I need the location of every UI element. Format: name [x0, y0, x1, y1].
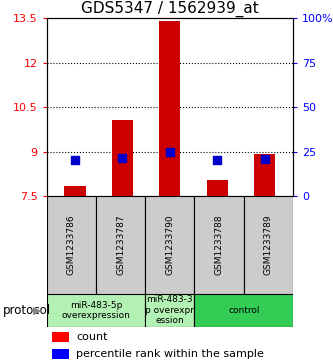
Text: GSM1233787: GSM1233787 — [116, 215, 125, 276]
Bar — [52, 349, 69, 359]
Point — [262, 156, 267, 162]
Bar — [145, 196, 194, 294]
Text: protocol: protocol — [3, 304, 52, 317]
Text: GSM1233789: GSM1233789 — [264, 215, 273, 276]
Text: miR-483-5p
overexpression: miR-483-5p overexpression — [62, 301, 130, 320]
Text: count: count — [76, 332, 108, 342]
Bar — [244, 196, 293, 294]
Text: GSM1233786: GSM1233786 — [67, 215, 76, 276]
Text: GSM1233788: GSM1233788 — [214, 215, 224, 276]
Bar — [47, 196, 96, 294]
Bar — [254, 154, 275, 196]
Text: GSM1233790: GSM1233790 — [165, 215, 174, 276]
Bar — [64, 185, 86, 196]
Bar — [145, 294, 194, 327]
Bar — [52, 332, 69, 342]
Text: miR-483-3
p overexpr
ession: miR-483-3 p overexpr ession — [145, 295, 194, 325]
Point — [72, 158, 78, 163]
Bar — [159, 21, 180, 196]
Point — [167, 150, 172, 155]
Text: percentile rank within the sample: percentile rank within the sample — [76, 349, 264, 359]
Text: control: control — [228, 306, 259, 315]
Bar — [206, 180, 228, 196]
Point — [214, 157, 220, 163]
Bar — [112, 121, 133, 196]
Bar — [96, 196, 145, 294]
Bar — [194, 196, 244, 294]
Text: ▶: ▶ — [33, 305, 42, 315]
Point — [120, 155, 125, 161]
Bar — [194, 294, 293, 327]
Bar — [47, 294, 145, 327]
Title: GDS5347 / 1562939_at: GDS5347 / 1562939_at — [81, 1, 259, 17]
